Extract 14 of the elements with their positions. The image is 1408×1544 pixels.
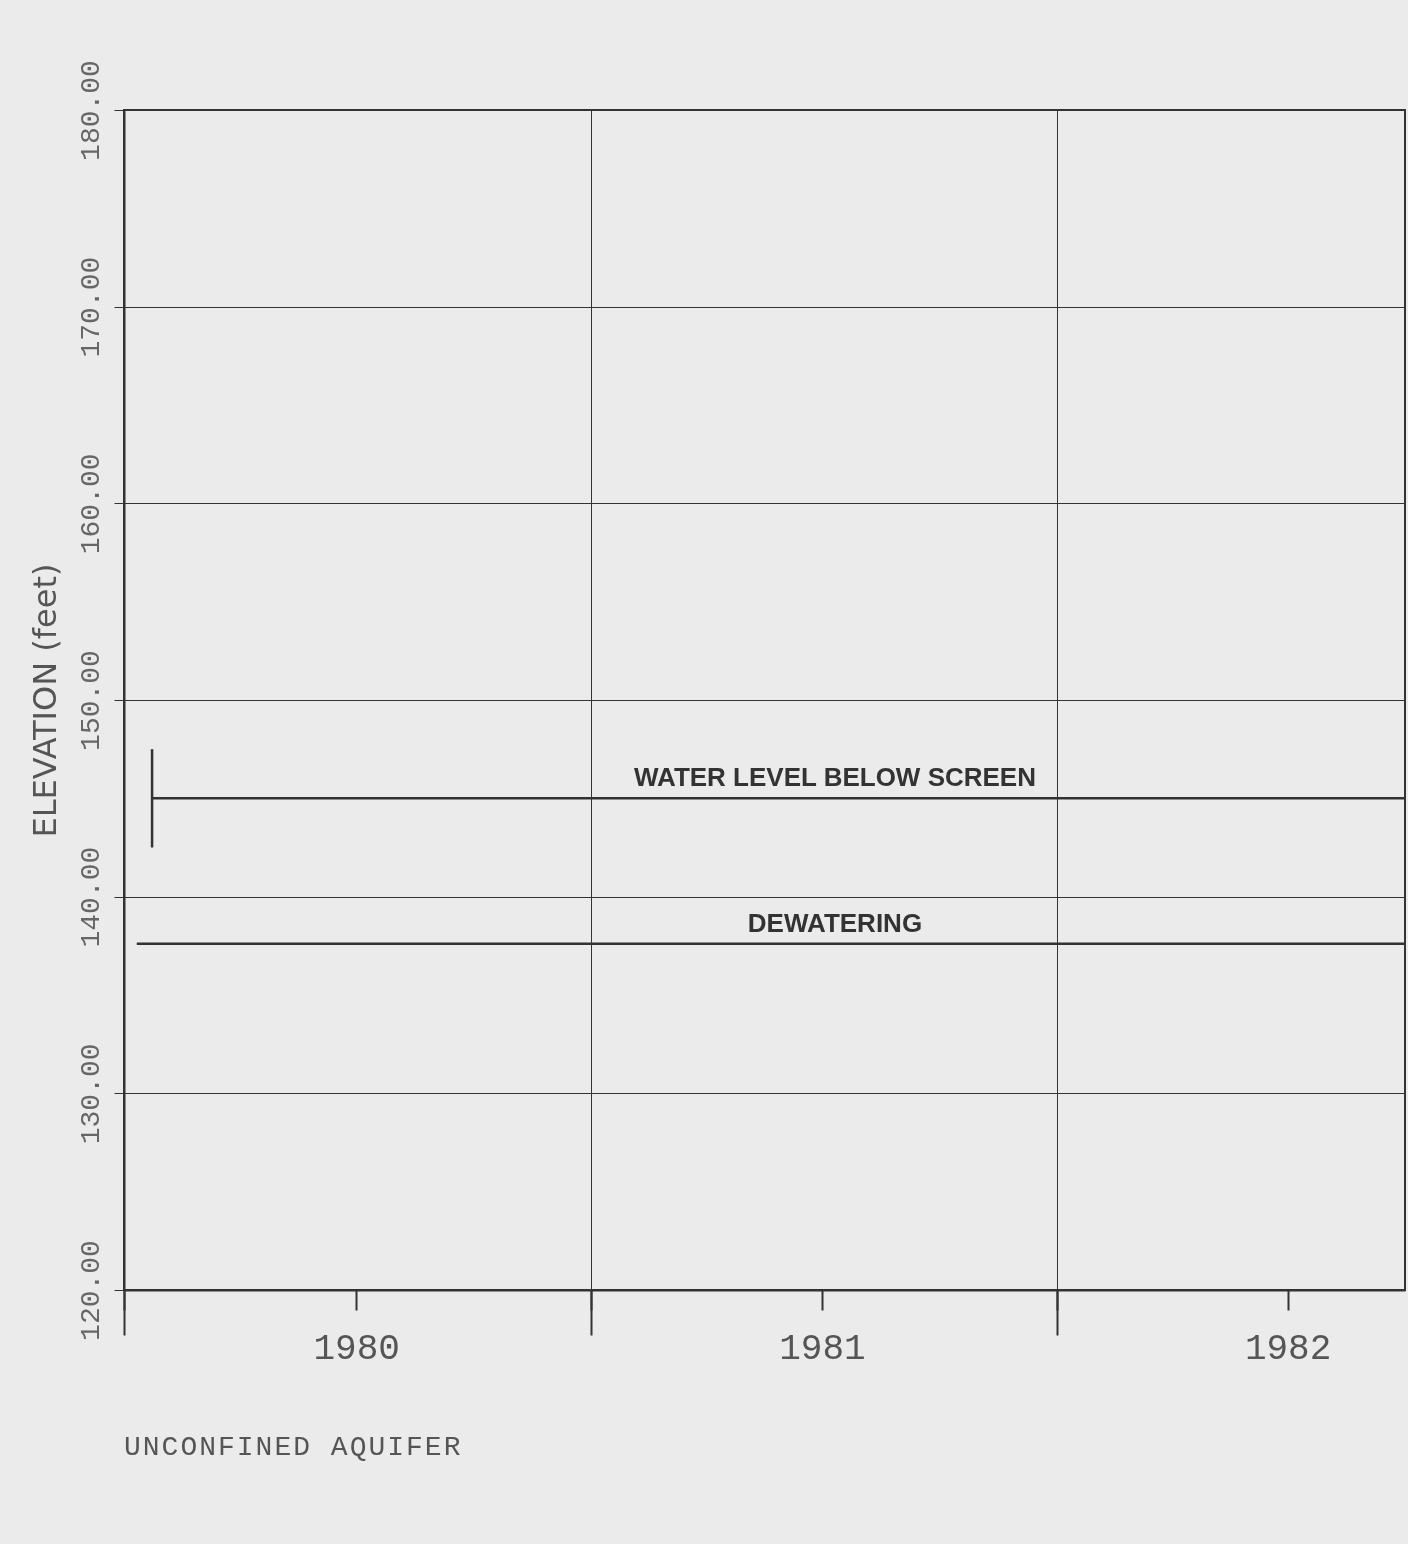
y-tick-label: 150.00 (75, 650, 107, 751)
series-label: DEWATERING (747, 907, 923, 938)
x-tick-label: 1981 (779, 1328, 866, 1370)
y-tick-label: 180.00 (75, 60, 107, 161)
y-axis-title: ELEVATION (feet) (25, 563, 64, 838)
y-tick-label: 120.00 (75, 1240, 107, 1341)
text: UNCONFINED AQUIFER (124, 1432, 463, 1463)
y-tick-label: 130.00 (75, 1043, 107, 1145)
x-tick-label: 1982 (1244, 1328, 1332, 1370)
x-tick-label: 1980 (313, 1328, 400, 1370)
y-tick-label: 160.00 (75, 453, 107, 555)
y-tick-label: 140.00 (75, 846, 107, 948)
series-label: WATER LEVEL BELOW SCREEN (633, 762, 1036, 793)
y-tick-label: 170.00 (75, 256, 107, 358)
